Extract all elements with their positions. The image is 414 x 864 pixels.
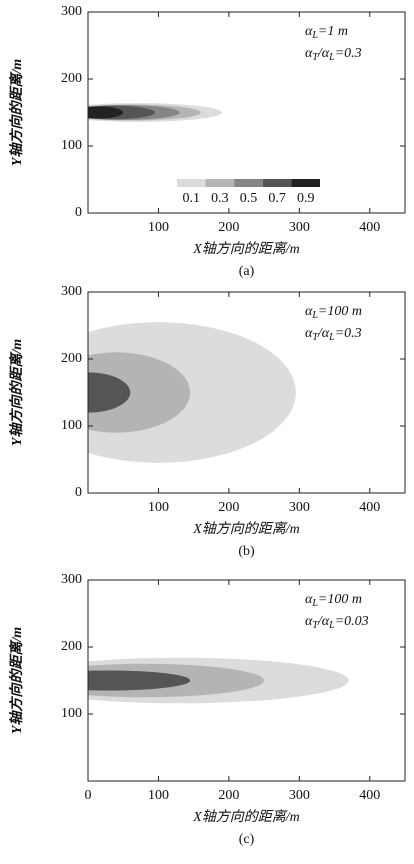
colorbar-label: 0.7 [268, 191, 286, 206]
contour [88, 372, 131, 413]
annotation-text: =1 m [318, 24, 348, 39]
annotation-subscript: L [328, 620, 335, 631]
colorbar-label: 0.1 [183, 191, 201, 206]
y-tick-label: 200 [61, 351, 82, 366]
colorbar-swatch [262, 179, 292, 187]
y-tick-label: 100 [61, 706, 82, 721]
annotation-text: α [305, 614, 313, 629]
x-tick-label: 300 [289, 500, 310, 515]
x-tick-label: 400 [359, 220, 380, 235]
annotation-text: =100 m [318, 304, 362, 319]
annotation-text: α [305, 46, 313, 61]
y-tick-label: 100 [61, 138, 82, 153]
y-tick-label: 200 [61, 71, 82, 86]
y-tick-label: 300 [61, 572, 82, 587]
x-tick-label: 100 [148, 500, 169, 515]
annotation-text: =0.3 [335, 46, 362, 61]
y-tick-label: 300 [61, 284, 82, 299]
annotation-subscript: T [312, 332, 319, 343]
x-tick-label: 300 [289, 788, 310, 803]
y-tick-label: 200 [61, 639, 82, 654]
caption: (a) [239, 264, 255, 279]
y-axis-label: Y轴方向的距离/m [8, 339, 25, 446]
x-tick-label: 200 [218, 220, 239, 235]
colorbar-swatch [291, 179, 320, 187]
annotation-text: =100 m [318, 592, 362, 607]
contours [88, 322, 296, 463]
annotation-text: /α [317, 614, 330, 629]
annotation-text: /α [317, 46, 330, 61]
colorbar-swatch [234, 179, 263, 187]
plot-frame [87, 291, 406, 494]
plot-frame [87, 579, 406, 782]
colorbar-label: 0.3 [211, 191, 229, 206]
annotation-subscript: L [328, 332, 335, 343]
contour [88, 670, 191, 691]
annotation: αT/αL=0.3 [305, 326, 362, 343]
y-axis-label: Y轴方向的距离/m [8, 59, 25, 166]
annotation-text: α [305, 592, 313, 607]
annotation: αL=1 m [305, 24, 348, 41]
colorbar-label: 0.5 [240, 191, 258, 206]
y-axis-label: Y轴方向的距离/m [8, 627, 25, 734]
contours [88, 103, 222, 122]
annotation-text: =0.3 [335, 326, 362, 341]
x-axis-label: X轴方向的距离/m [192, 241, 300, 257]
plot-frame [87, 11, 406, 214]
annotation-text: α [305, 24, 313, 39]
x-tick-label: 200 [218, 500, 239, 515]
annotation-subscript: T [312, 620, 319, 631]
colorbar-label: 0.9 [297, 191, 315, 206]
y-tick-label: 300 [61, 4, 82, 19]
annotation-text: α [305, 326, 313, 341]
x-tick-label: 200 [218, 788, 239, 803]
x-tick-label: 0 [85, 788, 92, 803]
y-tick-label: 0 [75, 205, 82, 220]
x-axis-label: X轴方向的距离/m [192, 809, 300, 825]
y-tick-label: 100 [61, 418, 82, 433]
annotation-subscript: T [312, 52, 319, 63]
x-tick-label: 100 [148, 220, 169, 235]
colorbar-swatch [205, 179, 235, 187]
caption: (b) [238, 544, 255, 559]
x-tick-label: 100 [148, 788, 169, 803]
annotation: αT/αL=0.3 [305, 46, 362, 63]
annotation-text: α [305, 304, 313, 319]
caption: (c) [239, 832, 255, 847]
contour [88, 106, 124, 119]
annotation-subscript: L [328, 52, 335, 63]
x-tick-label: 300 [289, 220, 310, 235]
contours [88, 657, 349, 704]
annotation-text: =0.03 [335, 614, 369, 629]
colorbar-swatch [177, 179, 206, 187]
contour [88, 352, 191, 433]
annotation: αT/αL=0.03 [305, 614, 369, 631]
annotation-subscript: L [311, 310, 318, 321]
annotation-subscript: L [311, 30, 318, 41]
y-tick-label: 0 [75, 485, 82, 500]
annotation: αL=100 m [305, 592, 362, 609]
x-tick-label: 400 [359, 788, 380, 803]
annotation-text: /α [317, 326, 330, 341]
annotation: αL=100 m [305, 304, 362, 321]
annotation-subscript: L [311, 598, 318, 609]
x-axis-label: X轴方向的距离/m [192, 521, 300, 537]
x-tick-label: 400 [359, 500, 380, 515]
